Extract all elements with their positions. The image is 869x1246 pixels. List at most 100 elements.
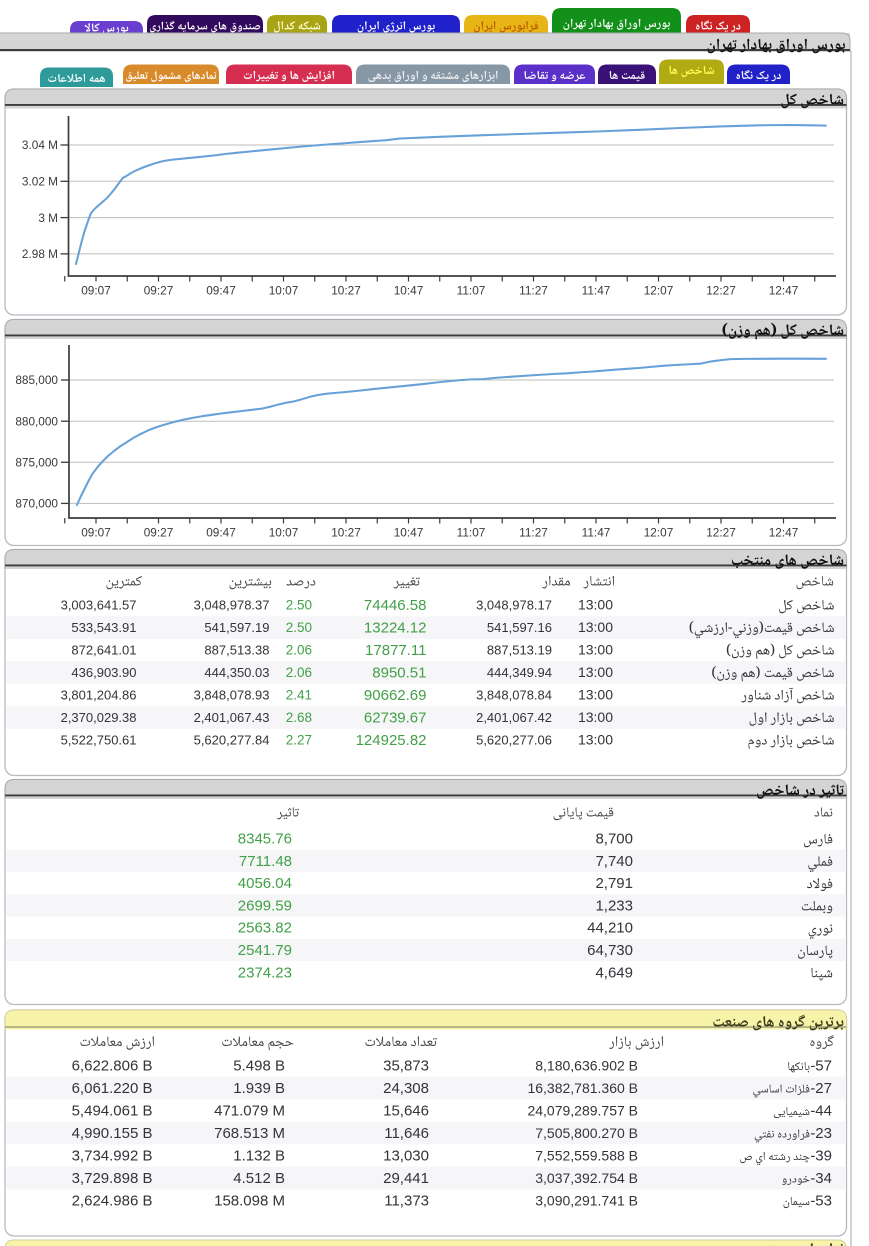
svg-text:2.06: 2.06 (286, 643, 312, 658)
svg-text:12:27: 12:27 (706, 526, 736, 540)
svg-text:2.27: 2.27 (286, 733, 312, 748)
svg-text:12:07: 12:07 (644, 284, 674, 298)
svg-text:3,729.898 B: 3,729.898 B (72, 1170, 153, 1187)
svg-text:12:47: 12:47 (769, 526, 799, 540)
svg-text:870,000: 870,000 (15, 497, 58, 511)
svg-text:10:27: 10:27 (331, 526, 361, 540)
svg-text:15,646: 15,646 (383, 1103, 429, 1120)
svg-text:90662.69: 90662.69 (364, 687, 427, 704)
svg-text:2.98 M: 2.98 M (22, 247, 58, 261)
svg-text:436,903.90: 436,903.90 (71, 665, 136, 680)
svg-text:444,350.03: 444,350.03 (204, 665, 269, 680)
svg-text:880,000: 880,000 (15, 414, 58, 428)
svg-text:2,791: 2,791 (595, 875, 633, 892)
svg-text:541,597.16: 541,597.16 (487, 620, 552, 635)
svg-text:09:27: 09:27 (144, 284, 174, 298)
svg-text:-53: -53 (810, 1193, 832, 1210)
svg-text:6,061.220 B: 6,061.220 B (72, 1080, 153, 1097)
svg-text:875,000: 875,000 (15, 456, 58, 470)
svg-text:2699.59: 2699.59 (238, 897, 292, 914)
svg-text:124925.82: 124925.82 (356, 732, 427, 749)
svg-text:2.50: 2.50 (286, 598, 312, 613)
svg-text:3,848,078.84: 3,848,078.84 (476, 688, 552, 703)
svg-text:533,543.91: 533,543.91 (71, 620, 136, 635)
svg-text:11,646: 11,646 (384, 1125, 429, 1142)
svg-text:8,700: 8,700 (595, 831, 633, 848)
svg-text:10:47: 10:47 (394, 284, 424, 298)
svg-text:11:27: 11:27 (519, 526, 548, 540)
svg-text:13:00: 13:00 (578, 642, 613, 658)
svg-text:24,079,289.757 B: 24,079,289.757 B (527, 1103, 638, 1119)
svg-text:62739.67: 62739.67 (364, 710, 427, 727)
svg-text:3,003,641.57: 3,003,641.57 (61, 598, 137, 613)
svg-text:09:27: 09:27 (144, 526, 174, 540)
svg-text:10:07: 10:07 (269, 284, 299, 298)
svg-text:13:00: 13:00 (578, 709, 613, 725)
svg-text:8345.76: 8345.76 (238, 831, 292, 848)
svg-text:4056.04: 4056.04 (238, 875, 292, 892)
svg-text:13:00: 13:00 (578, 597, 613, 613)
svg-text:11:27: 11:27 (519, 284, 548, 298)
svg-text:2563.82: 2563.82 (238, 920, 292, 937)
svg-text:541,597.19: 541,597.19 (204, 620, 269, 635)
svg-text:1,233: 1,233 (595, 897, 633, 914)
svg-text:74446.58: 74446.58 (364, 597, 427, 614)
svg-text:2,370,029.38: 2,370,029.38 (61, 710, 137, 725)
svg-text:13,030: 13,030 (383, 1148, 429, 1165)
svg-text:-34: -34 (810, 1170, 832, 1187)
svg-text:2,401,067.42: 2,401,067.42 (476, 710, 552, 725)
svg-text:24,308: 24,308 (383, 1080, 429, 1097)
svg-text:09:47: 09:47 (206, 284, 236, 298)
svg-text:5,522,750.61: 5,522,750.61 (61, 733, 137, 748)
svg-text:11:07: 11:07 (457, 284, 486, 298)
svg-text:6,622.806 B: 6,622.806 B (72, 1058, 153, 1075)
svg-text:885,000: 885,000 (15, 373, 58, 387)
svg-text:2541.79: 2541.79 (238, 942, 292, 959)
svg-text:3 M: 3 M (38, 211, 58, 225)
svg-text:11,373: 11,373 (384, 1193, 429, 1210)
svg-text:5,494.061 B: 5,494.061 B (72, 1103, 153, 1120)
svg-text:768.513 M: 768.513 M (214, 1125, 285, 1142)
svg-text:1.939 B: 1.939 B (233, 1080, 285, 1097)
svg-text:12:07: 12:07 (644, 526, 674, 540)
svg-text:2,624.986 B: 2,624.986 B (72, 1193, 153, 1210)
svg-text:444,349.94: 444,349.94 (487, 665, 552, 680)
svg-text:7,740: 7,740 (595, 853, 633, 870)
svg-text:8950.51: 8950.51 (372, 665, 426, 682)
svg-text:2.06: 2.06 (286, 665, 312, 680)
svg-text:13224.12: 13224.12 (364, 620, 427, 637)
svg-text:2374.23: 2374.23 (238, 964, 292, 981)
svg-text:4,649: 4,649 (595, 964, 633, 981)
svg-text:7,552,559.588 B: 7,552,559.588 B (535, 1148, 638, 1164)
svg-text:64,730: 64,730 (587, 942, 633, 959)
svg-text:5.498 B: 5.498 B (233, 1058, 285, 1075)
svg-text:2.68: 2.68 (286, 710, 312, 725)
svg-text:-57: -57 (810, 1058, 832, 1075)
svg-text:17877.11: 17877.11 (365, 642, 426, 659)
svg-text:3,037,392.754 B: 3,037,392.754 B (535, 1170, 638, 1186)
svg-text:10:07: 10:07 (269, 526, 299, 540)
svg-text:09:07: 09:07 (81, 526, 111, 540)
svg-text:13:00: 13:00 (578, 687, 613, 703)
svg-text:13:00: 13:00 (578, 732, 613, 748)
svg-text:3.04 M: 3.04 M (22, 138, 58, 152)
svg-text:3,090,291.741 B: 3,090,291.741 B (535, 1193, 638, 1209)
svg-text:2.41: 2.41 (286, 688, 312, 703)
svg-text:12:27: 12:27 (706, 284, 736, 298)
svg-text:2,401,067.43: 2,401,067.43 (194, 710, 270, 725)
svg-text:3,734.992 B: 3,734.992 B (72, 1148, 153, 1165)
svg-text:3,848,078.93: 3,848,078.93 (194, 688, 270, 703)
svg-text:471.079 M: 471.079 M (214, 1103, 285, 1120)
svg-text:-27: -27 (810, 1080, 832, 1097)
svg-text:13:00: 13:00 (578, 619, 613, 635)
svg-text:2.50: 2.50 (286, 620, 312, 635)
svg-text:1.132 B: 1.132 B (233, 1148, 285, 1165)
svg-text:5,620,277.84: 5,620,277.84 (194, 733, 270, 748)
svg-text:35,873: 35,873 (383, 1058, 429, 1075)
svg-text:-44: -44 (810, 1103, 832, 1120)
svg-text:12:47: 12:47 (769, 284, 799, 298)
svg-text:8,180,636.902 B: 8,180,636.902 B (535, 1058, 638, 1074)
svg-text:10:47: 10:47 (394, 526, 424, 540)
svg-text:3.02 M: 3.02 M (22, 175, 58, 189)
svg-text:4.512 B: 4.512 B (233, 1170, 285, 1187)
